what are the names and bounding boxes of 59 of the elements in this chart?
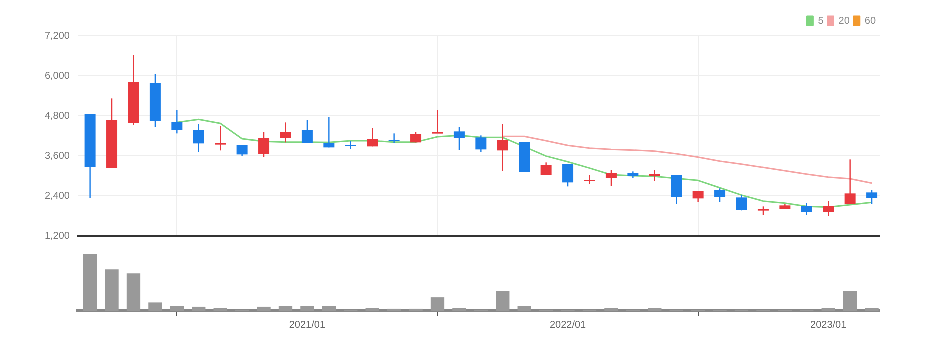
bar — [452, 308, 466, 311]
candlestick — [193, 123, 204, 153]
candlestick — [432, 109, 444, 134]
candlestick — [671, 174, 682, 205]
y-tick-label: 6,000 — [44, 70, 70, 82]
y-tick-label: 3,600 — [44, 150, 70, 162]
candlestick — [215, 126, 226, 152]
y-tick-label: 4,800 — [44, 110, 70, 122]
bar — [192, 306, 206, 311]
candlestick — [823, 200, 834, 217]
legend-label: 5 — [818, 16, 824, 27]
bar — [430, 298, 445, 311]
bar — [843, 291, 858, 311]
x-tick-label: 2022/01 — [550, 320, 587, 331]
candlestick — [367, 127, 378, 148]
candlestick — [714, 188, 726, 203]
candlestick — [324, 116, 335, 148]
candlestick — [801, 202, 812, 216]
candlestick — [562, 164, 574, 188]
bar — [126, 274, 141, 311]
bar — [148, 302, 162, 311]
candlestick — [497, 123, 508, 172]
x-tick-label: 2021/01 — [289, 320, 326, 331]
bar — [366, 308, 380, 311]
y-tick-label: 1,200 — [44, 230, 70, 242]
candlestick — [388, 133, 400, 144]
candlestick — [606, 169, 617, 187]
candlestick — [258, 131, 270, 158]
bar — [278, 306, 293, 311]
legend-label: 20 — [838, 16, 850, 27]
candlestick — [280, 122, 292, 144]
bar — [496, 291, 510, 311]
bar — [648, 308, 662, 311]
legend-label: 60 — [864, 16, 876, 27]
bar — [170, 306, 184, 311]
candlestick — [172, 110, 183, 134]
x-tick-label: 2023/01 — [810, 320, 848, 331]
candlestick — [454, 126, 465, 151]
y-tick-label: 2,400 — [44, 190, 70, 202]
bar — [300, 306, 314, 311]
bar — [322, 306, 336, 311]
candlestick — [692, 190, 704, 203]
bar — [257, 306, 271, 311]
candlestick — [844, 159, 856, 205]
bar — [865, 308, 879, 311]
candlestick — [476, 135, 487, 153]
bar — [214, 308, 228, 311]
y-tick-label: 7,200 — [44, 30, 70, 42]
candlestick — [736, 194, 748, 212]
bar — [604, 308, 618, 311]
candlestick — [540, 162, 552, 176]
bar — [822, 308, 836, 311]
candlestick — [584, 174, 596, 185]
candlestick — [866, 190, 878, 205]
bar — [83, 254, 98, 311]
candlestick — [302, 119, 313, 144]
bar — [105, 270, 119, 311]
bar — [518, 306, 532, 311]
candlestick — [649, 169, 660, 182]
